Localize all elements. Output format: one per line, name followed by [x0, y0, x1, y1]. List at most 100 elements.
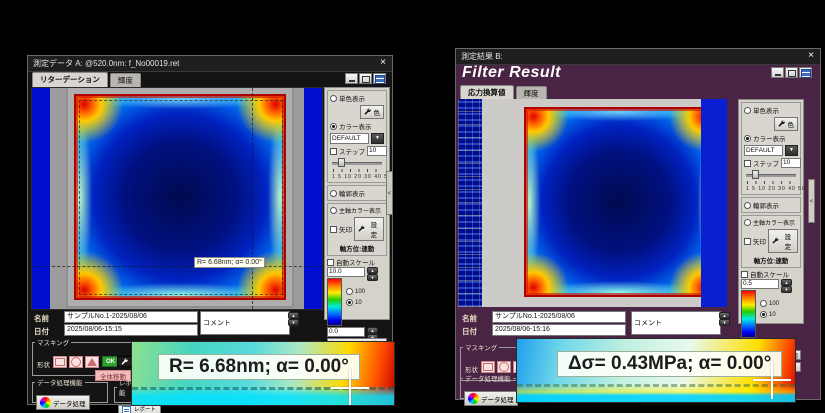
mask-circle-button[interactable]	[497, 361, 511, 373]
tab-luminance[interactable]: 輝度	[109, 73, 141, 88]
name-field[interactable]	[492, 311, 626, 323]
color-display-radio[interactable]	[330, 122, 337, 130]
name-field[interactable]	[64, 311, 198, 323]
circle-icon	[71, 357, 81, 367]
step-value-field[interactable]: 10	[367, 146, 387, 156]
tab-luminance[interactable]: 輝度	[515, 86, 547, 101]
spin-up-icon[interactable]: ▲	[781, 279, 792, 286]
restore-button[interactable]	[785, 67, 798, 78]
contour-group: 輪郭表示	[741, 197, 801, 213]
left-blue-strip	[32, 88, 50, 309]
autoscale-checkbox[interactable]	[741, 270, 748, 278]
close-icon[interactable]: ×	[380, 57, 386, 68]
comment-spinner[interactable]: ▲ ▼	[288, 312, 299, 326]
colormap-select[interactable]: DEFAULT	[744, 145, 783, 156]
panel-collapse-handle[interactable]: <	[808, 179, 815, 223]
color-settings-button[interactable]: 色	[773, 117, 798, 131]
scale-max-field[interactable]: 10.0	[327, 267, 365, 277]
contour-display-radio[interactable]	[330, 189, 337, 197]
scale-10-radio[interactable]	[346, 299, 353, 306]
close-icon[interactable]: ×	[808, 50, 814, 61]
profile-dashed-line	[132, 387, 394, 391]
comment-field[interactable]	[200, 311, 290, 335]
tab-retardation[interactable]: リターデーション	[32, 72, 108, 88]
retardation-image-area[interactable]: R= 6.68nm; α= 0.00°	[31, 87, 323, 310]
mask-polygon-button[interactable]	[85, 356, 99, 368]
mask-circle-button[interactable]	[69, 356, 83, 368]
grid-icon	[374, 75, 385, 84]
minimize-button[interactable]	[345, 73, 358, 84]
step-label: ステップ	[753, 161, 779, 168]
move-all-button[interactable]: 全体移動	[95, 370, 131, 381]
date-field[interactable]	[64, 324, 198, 336]
comment-field[interactable]	[631, 311, 721, 335]
mask-settings-button[interactable]	[117, 356, 132, 367]
slider-tick-marks	[747, 181, 795, 184]
step-slider[interactable]	[746, 170, 796, 179]
mono-display-radio[interactable]	[744, 106, 751, 114]
scale-max-spinner[interactable]: ▲ ▼	[781, 279, 792, 293]
axis-color-display-radio[interactable]	[330, 207, 337, 214]
panel-collapse-handle[interactable]: <	[386, 171, 393, 215]
scale-min-spinner[interactable]: ▲▼	[367, 327, 378, 341]
spin-down-icon[interactable]: ▼	[719, 319, 730, 326]
dropdown-icon[interactable]: ▼	[370, 133, 384, 144]
contour-display-radio[interactable]	[744, 201, 751, 209]
minimize-button[interactable]	[771, 67, 784, 78]
display-settings-panel: 単色表示 色 カラー表示 DEFAULT ▼ ステップ 10 1 5 10 20 3…	[738, 99, 805, 372]
minimize-icon	[348, 80, 355, 82]
tile-view-button[interactable]	[799, 67, 812, 78]
scale-10-radio[interactable]	[760, 311, 767, 318]
step-slider[interactable]	[332, 158, 382, 167]
document-icon	[122, 406, 131, 413]
slider-tick-labels: 1 5 10 20 30 40 50	[332, 174, 392, 180]
scale-max-field[interactable]: 0.5	[741, 279, 779, 289]
mask-rectangle-button[interactable]	[481, 361, 495, 373]
data-processing-button[interactable]: データ処理	[464, 391, 518, 406]
title-bar[interactable]: 測定結果 B: ×	[456, 49, 820, 65]
spin-up-icon[interactable]: ▲	[719, 312, 730, 319]
slider-thumb[interactable]	[338, 158, 345, 167]
spin-down-icon[interactable]: ▼	[367, 274, 378, 281]
tile-view-button[interactable]	[373, 73, 386, 84]
axis-settings-button[interactable]: 設定	[354, 217, 384, 241]
polygon-icon	[87, 358, 97, 366]
step-value-field[interactable]: 10	[781, 158, 801, 168]
step-checkbox[interactable]	[744, 159, 751, 167]
restore-button[interactable]	[359, 73, 372, 84]
colormap-select[interactable]: DEFAULT	[330, 133, 369, 144]
tab-stress-conversion[interactable]: 応力換算値	[460, 85, 514, 101]
step-checkbox[interactable]	[330, 147, 337, 155]
spin-down-icon[interactable]: ▼	[781, 286, 792, 293]
stress-image-area[interactable]	[482, 99, 701, 307]
spin-up-icon[interactable]: ▲	[367, 267, 378, 274]
autoscale-checkbox[interactable]	[327, 258, 334, 266]
color-display-radio[interactable]	[744, 134, 751, 142]
report-create-button[interactable]: レポート作成	[118, 405, 161, 413]
date-field[interactable]	[492, 324, 626, 336]
title-bar[interactable]: 測定データ A: @520.0nm: f_No00019.ret ×	[28, 56, 392, 72]
slider-thumb[interactable]	[752, 170, 759, 179]
data-processing-button[interactable]: データ処理	[36, 395, 90, 410]
name-label: 名前	[462, 314, 477, 323]
arrow-checkbox[interactable]	[330, 225, 337, 233]
scale-min-field[interactable]: 0.0	[327, 327, 365, 337]
rectangle-icon	[55, 358, 65, 366]
axis-color-display-radio[interactable]	[744, 219, 751, 226]
dropdown-icon[interactable]: ▼	[784, 145, 798, 156]
axis-settings-button[interactable]: 設定	[768, 229, 798, 253]
mask-rectangle-button[interactable]	[53, 356, 67, 368]
mono-display-radio[interactable]	[330, 94, 337, 102]
step-label: ステップ	[339, 149, 365, 156]
color-settings-button[interactable]: 色	[359, 105, 384, 119]
window-buttons	[771, 67, 812, 78]
scale-max-spinner[interactable]: ▲ ▼	[367, 267, 378, 281]
scale-100-radio[interactable]	[760, 300, 767, 307]
spin-up-icon[interactable]: ▲	[367, 327, 378, 334]
arrow-checkbox[interactable]	[744, 237, 751, 245]
selection-rectangle[interactable]	[79, 100, 283, 295]
spin-up-icon[interactable]: ▲	[288, 312, 299, 319]
scale-100-radio[interactable]	[346, 288, 353, 295]
comment-spinner[interactable]: ▲ ▼	[719, 312, 730, 326]
spin-down-icon[interactable]: ▼	[288, 319, 299, 326]
